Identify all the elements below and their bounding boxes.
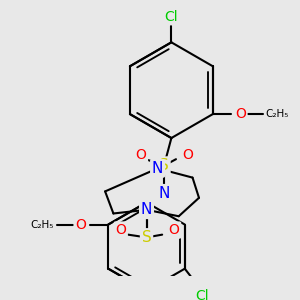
Text: O: O <box>235 107 246 121</box>
Text: C₂H₅: C₂H₅ <box>30 220 54 230</box>
Text: Cl: Cl <box>196 289 209 300</box>
Text: O: O <box>169 223 180 237</box>
Text: S: S <box>142 230 152 245</box>
Text: N: N <box>158 186 170 201</box>
Text: C₂H₅: C₂H₅ <box>266 109 289 119</box>
Text: O: O <box>115 223 126 237</box>
Text: O: O <box>182 148 194 162</box>
Text: O: O <box>75 218 86 232</box>
Text: S: S <box>159 158 169 173</box>
Text: O: O <box>136 148 146 162</box>
Text: Cl: Cl <box>165 10 178 24</box>
Text: N: N <box>141 202 152 217</box>
Text: N: N <box>152 161 163 176</box>
